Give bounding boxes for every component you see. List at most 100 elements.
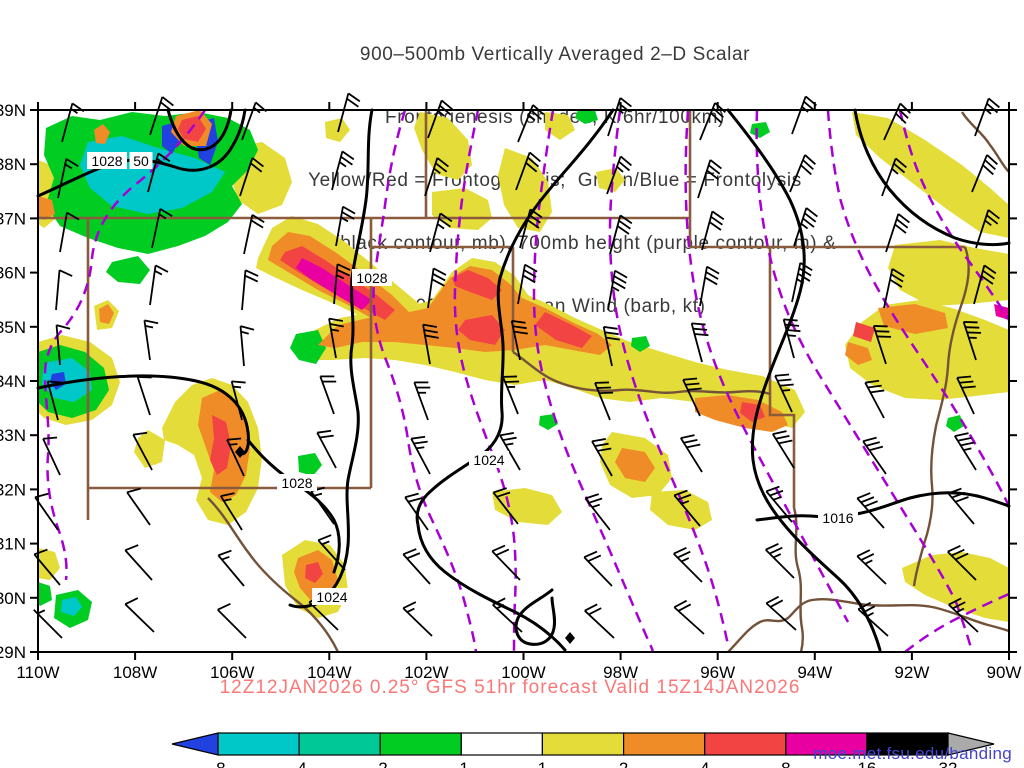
- wind-barb: [765, 485, 793, 523]
- wind-barb: [149, 264, 169, 306]
- lat-tick-label: 35N: [0, 318, 26, 337]
- wind-barb: [864, 379, 885, 419]
- wind-barb: [881, 157, 907, 197]
- wind-barb: [316, 429, 337, 469]
- wind-barb: [789, 154, 816, 193]
- wind-barb: [317, 534, 346, 571]
- wind-barb: [328, 317, 344, 359]
- wind-barb: [126, 487, 151, 526]
- wind-barb: [55, 324, 71, 366]
- pressure-markers-layer: [235, 446, 575, 644]
- wind-barb: [517, 263, 538, 305]
- wind-barb: [962, 321, 982, 361]
- contour-label: 1024: [473, 452, 504, 468]
- colorbar-tick-label: 2: [619, 759, 628, 768]
- lon-tick-label: 106W: [210, 663, 254, 682]
- wind-barb: [331, 150, 355, 191]
- wind-barb: [701, 210, 725, 251]
- watermark-link[interactable]: moe.met.fsu.edu/banding: [813, 744, 1012, 763]
- lat-tick-label: 32N: [0, 480, 26, 499]
- wind-barb: [885, 213, 910, 253]
- wind-barb: [55, 269, 73, 311]
- wind-barb: [429, 212, 453, 253]
- wind-barb: [584, 493, 611, 531]
- wind-barb: [241, 269, 259, 311]
- wind-barb: [402, 601, 433, 637]
- lat-tick-label: 37N: [0, 209, 26, 228]
- wind-barb: [609, 214, 633, 255]
- contour-labels-layer: 1028 50 1028 1024 1028 1024 1016: [87, 152, 858, 605]
- wind-barb: [856, 492, 885, 529]
- wind-barb: [673, 546, 703, 583]
- wind-barb: [502, 375, 520, 415]
- wind-barb: [424, 157, 449, 197]
- wind-barb: [883, 268, 905, 309]
- wind-barb: [42, 436, 61, 476]
- wind-barb: [136, 376, 152, 416]
- wind-barb: [151, 208, 173, 249]
- wind-barb: [402, 548, 431, 585]
- wind-barb: [791, 262, 813, 303]
- colorbar-left-arrow: [171, 732, 219, 756]
- colorbar-tick-label: -4: [292, 759, 307, 768]
- wind-barb: [404, 492, 429, 531]
- lat-tick-label: 29N: [0, 643, 26, 662]
- lon-tick-label: 100W: [501, 663, 545, 682]
- wind-barb: [607, 269, 628, 311]
- wind-barb: [515, 151, 541, 191]
- wind-barb: [954, 432, 977, 471]
- wind-barb: [143, 319, 159, 361]
- contour-label: 1016: [822, 510, 853, 526]
- colorbar-tick-label: -2: [373, 759, 388, 768]
- wind-barb: [147, 152, 171, 193]
- wind-barb: [319, 375, 337, 415]
- wind-barb: [774, 373, 794, 413]
- wind-barb: [337, 92, 361, 133]
- wind-barb: [239, 157, 264, 197]
- wind-barb: [594, 381, 614, 421]
- wind-barb: [782, 318, 801, 359]
- wind-barb: [491, 544, 521, 581]
- colorbar-scale: -8 -4 -2 -1 1 2 4 8 16 32: [171, 732, 995, 768]
- wind-barb: [410, 435, 431, 475]
- lat-tick-label: 36N: [0, 264, 26, 283]
- colorbar-tick-label: 1: [538, 759, 547, 768]
- contour-label: 50: [133, 153, 149, 169]
- frontogenesis-shading-layer: [38, 110, 1009, 628]
- wind-barb: [602, 325, 620, 367]
- lon-tick-label: 96W: [700, 663, 735, 682]
- wind-barb: [699, 102, 726, 141]
- wind-barb: [872, 325, 892, 365]
- wind-barb: [583, 550, 613, 587]
- lat-tick-label: 31N: [0, 535, 26, 554]
- wind-barb: [230, 380, 246, 421]
- wind-barb: [492, 597, 523, 633]
- colorbar-tick-label: 4: [700, 759, 709, 768]
- lat-tick-label: 39N: [0, 101, 26, 120]
- wind-barb: [499, 432, 521, 471]
- lon-tick-label: 90W: [987, 663, 1022, 682]
- lon-tick-label: 94W: [797, 663, 832, 682]
- wind-barb: [226, 437, 245, 477]
- wind-barb: [699, 265, 720, 307]
- colorbar-right-arrow: [947, 732, 995, 756]
- colorbar-tick-label: 32: [939, 759, 958, 768]
- colorbar-tick-label: 8: [781, 759, 790, 768]
- lat-tick-label: 33N: [0, 426, 26, 445]
- lon-tick-label: 110W: [16, 663, 59, 682]
- wind-barb: [947, 544, 977, 581]
- colorbar-tick-label: -1: [454, 759, 469, 768]
- contour-label: 1028: [281, 475, 312, 491]
- lon-tick-label: 102W: [404, 663, 448, 682]
- contour-label: 1024: [316, 589, 347, 605]
- wind-barb: [584, 603, 615, 639]
- wind-barb: [673, 599, 705, 635]
- wind-barb: [793, 207, 818, 247]
- wind-barb: [697, 159, 722, 199]
- wind-barbs-layer: [33, 92, 1000, 639]
- wind-barb: [413, 381, 431, 421]
- lat-tick-label: 34N: [0, 372, 26, 391]
- wind-barb: [765, 595, 797, 631]
- title-line-1: 900–500mb Vertically Averaged 2–D Scalar: [359, 44, 751, 65]
- wind-barb: [217, 602, 247, 639]
